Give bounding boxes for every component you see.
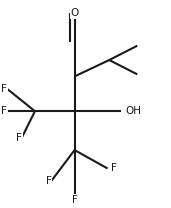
Text: OH: OH	[126, 106, 142, 116]
Text: F: F	[1, 106, 7, 116]
Text: F: F	[46, 176, 51, 186]
Text: F: F	[16, 133, 22, 143]
Text: O: O	[70, 8, 79, 18]
Text: F: F	[1, 84, 7, 94]
Text: F: F	[72, 195, 77, 205]
Text: F: F	[111, 163, 117, 173]
